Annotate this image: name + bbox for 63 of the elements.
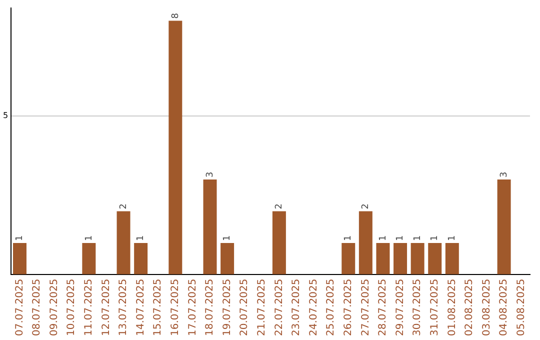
bar xyxy=(168,20,182,274)
x-tick-label: 20.07.2025 xyxy=(239,278,250,336)
x-tick-label: 16.07.2025 xyxy=(170,278,182,336)
data-label: 3 xyxy=(205,172,216,178)
x-tick-label: 28.07.2025 xyxy=(378,278,389,336)
bar xyxy=(134,242,148,274)
x-tick-label: 10.07.2025 xyxy=(66,278,78,336)
data-label: 2 xyxy=(274,204,285,210)
data-label: 3 xyxy=(499,172,510,178)
bar xyxy=(445,242,459,274)
bar xyxy=(376,242,390,274)
data-label: 1 xyxy=(430,235,440,241)
x-tick-label: 21.07.2025 xyxy=(256,278,268,336)
data-label: 2 xyxy=(361,204,372,210)
data-label: 2 xyxy=(118,204,129,210)
x-tick-label: 03.08.2025 xyxy=(481,278,492,336)
x-tick-label: 17.07.2025 xyxy=(187,278,198,336)
x-tick-label: 08.07.2025 xyxy=(32,278,43,336)
bar xyxy=(497,179,511,274)
x-tick-label: 02.08.2025 xyxy=(464,278,476,336)
x-tick-label: 29.07.2025 xyxy=(394,278,406,336)
bar xyxy=(342,242,356,274)
x-tick-label: 11.07.2025 xyxy=(84,278,95,336)
bar xyxy=(410,242,424,274)
x-tick-label: 12.07.2025 xyxy=(100,278,112,336)
x-tick-label: 30.07.2025 xyxy=(412,278,424,336)
x-tick-label: 13.07.2025 xyxy=(118,278,130,336)
bar xyxy=(358,211,372,274)
x-tick-label: 15.07.2025 xyxy=(152,278,164,336)
x-tick-label: 22.07.2025 xyxy=(274,278,285,336)
data-label: 1 xyxy=(84,235,94,241)
data-label: 1 xyxy=(344,235,354,241)
bar xyxy=(394,242,408,274)
data-label: 1 xyxy=(412,235,423,241)
data-label: 1 xyxy=(136,235,146,241)
data-label: 1 xyxy=(448,235,458,241)
x-tick-label: 19.07.2025 xyxy=(222,278,233,336)
x-tick-label: 14.07.2025 xyxy=(135,278,146,336)
data-label: 1 xyxy=(15,235,26,241)
x-tick-label: 24.07.2025 xyxy=(308,278,320,336)
data-label: 8 xyxy=(170,12,181,19)
x-tick-label: 18.07.2025 xyxy=(204,278,216,336)
x-tick-label: 31.07.2025 xyxy=(429,278,440,336)
bar xyxy=(220,242,234,274)
data-label: 1 xyxy=(222,235,233,241)
bar xyxy=(272,211,286,274)
bar xyxy=(203,179,217,274)
x-tick-label: 26.07.2025 xyxy=(342,278,354,336)
bar xyxy=(116,211,130,274)
y-tick-label: 5 xyxy=(2,111,8,120)
x-tick-label: 23.07.2025 xyxy=(291,278,302,336)
x-tick-label: 01.08.2025 xyxy=(446,278,458,336)
x-tick-label: 04.08.2025 xyxy=(498,278,510,336)
bar xyxy=(12,242,26,274)
data-label: 1 xyxy=(378,235,388,241)
bar xyxy=(82,242,96,274)
x-tick-label: 25.07.2025 xyxy=(326,278,337,336)
x-tick-label: 09.07.2025 xyxy=(48,278,60,336)
bar xyxy=(428,242,442,274)
x-tick-label: 05.08.2025 xyxy=(516,278,527,336)
x-tick-label: 27.07.2025 xyxy=(360,278,372,336)
x-tick-label: 07.07.2025 xyxy=(14,278,26,336)
data-label: 1 xyxy=(396,235,406,241)
